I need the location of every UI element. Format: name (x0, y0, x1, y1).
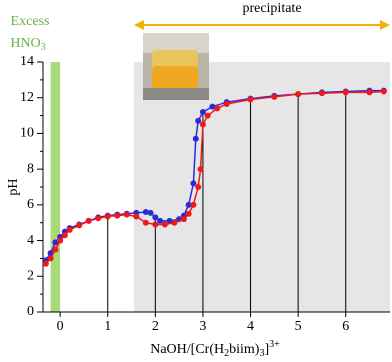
x-tick-label: 2 (152, 319, 159, 334)
y-tick-label: 0 (27, 304, 34, 319)
data-point (42, 260, 49, 267)
data-point (342, 89, 349, 96)
data-point (199, 109, 206, 115)
y-tick-label: 6 (27, 197, 34, 212)
data-point (166, 217, 173, 224)
x-tick-label: 5 (295, 319, 302, 334)
data-point (57, 237, 64, 244)
data-point (85, 217, 92, 224)
data-point (318, 90, 325, 97)
x-axis-label: NaOH/[Cr(H2biim)3]3+ (150, 339, 280, 359)
x-tick-label: 6 (342, 319, 349, 334)
y-tick-label: 14 (20, 54, 34, 69)
y-tick-label: 8 (27, 161, 34, 176)
data-point (180, 216, 187, 223)
data-point (76, 222, 83, 229)
data-point (185, 201, 192, 208)
photo (143, 33, 209, 100)
data-point (95, 215, 102, 222)
data-point (247, 96, 254, 103)
data-point (185, 210, 192, 217)
excess-label: Excess (11, 14, 50, 29)
data-point (192, 135, 199, 142)
photo-bg-top (143, 33, 209, 53)
y-tick-label: 10 (20, 126, 34, 141)
data-point (133, 213, 140, 220)
data-point (271, 93, 278, 100)
x-tick-label: 0 (57, 319, 64, 334)
data-point (52, 239, 59, 246)
x-tick-label: 4 (247, 319, 254, 334)
data-point (66, 226, 73, 233)
data-point (61, 232, 68, 239)
data-point (152, 214, 159, 221)
y-axis-label: pH (6, 178, 21, 195)
data-point (47, 255, 54, 262)
data-point (197, 166, 204, 173)
data-point (380, 88, 387, 95)
data-point (223, 100, 230, 107)
data-point (190, 180, 197, 187)
data-point (104, 213, 111, 220)
series-line (45, 89, 384, 261)
data-point (214, 105, 221, 112)
data-point (114, 212, 121, 219)
y-tick-label: 4 (27, 233, 34, 248)
data-point (147, 209, 154, 216)
precipitate-liquid (152, 66, 198, 94)
data-point (157, 217, 164, 224)
data-point (142, 219, 149, 226)
data-point (161, 221, 168, 228)
data-point (142, 209, 149, 215)
data-point (295, 91, 302, 98)
excess-region (50, 62, 61, 312)
x-tick-label: 3 (199, 319, 206, 334)
data-point (152, 221, 159, 228)
hno3-label: HNO3 (10, 36, 45, 53)
data-point (199, 121, 206, 128)
precipitate-region (133, 62, 390, 312)
regions (50, 62, 390, 312)
data-point (204, 112, 211, 119)
data-point (190, 201, 197, 208)
data-point (171, 219, 178, 226)
data-point (123, 211, 130, 218)
y-tick-label: 12 (20, 90, 34, 105)
y-tick-label: 2 (27, 269, 34, 284)
data-point (52, 246, 59, 253)
data-point (195, 117, 202, 124)
photo-floor (143, 88, 209, 100)
annotations: Excess HNO3 precipitate (10, 1, 390, 53)
data-point (366, 89, 373, 96)
x-tick-label: 1 (104, 319, 111, 334)
data-point (209, 103, 216, 110)
precipitate-label: precipitate (242, 1, 301, 16)
data-point (195, 184, 202, 190)
